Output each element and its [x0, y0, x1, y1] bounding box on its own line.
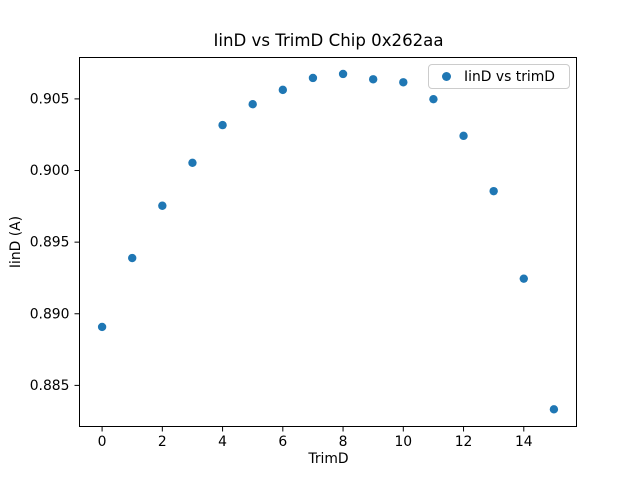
- y-tick-label: 0.890: [30, 306, 70, 322]
- x-tick-label: 2: [158, 434, 167, 450]
- data-point: [368, 75, 378, 84]
- data-point: [399, 78, 408, 87]
- axes-spines: [79, 57, 577, 427]
- x-tick-label: 4: [218, 434, 227, 450]
- legend-entry-label: IinD vs trimD: [464, 68, 555, 85]
- y-tick-label: 0.900: [30, 163, 70, 179]
- y-tick-label: 0.885: [30, 378, 70, 394]
- data-point: [97, 322, 107, 332]
- data-point: [489, 186, 498, 196]
- x-tick-label: 0: [98, 434, 107, 450]
- x-tick-label: 10: [394, 434, 412, 450]
- data-point: [188, 158, 197, 167]
- data-point: [248, 99, 257, 109]
- chart-title: IinD vs TrimD Chip 0x262aa: [213, 31, 444, 50]
- legend: IinD vs trimD: [428, 64, 570, 89]
- data-point: [549, 405, 559, 414]
- x-tick-label: 14: [515, 434, 533, 450]
- x-tick-label: 6: [278, 434, 287, 450]
- data-point: [278, 85, 288, 95]
- x-tick-label: 12: [455, 434, 473, 450]
- y-tick-label: 0.895: [30, 235, 70, 251]
- data-point: [459, 131, 468, 141]
- data-point: [519, 274, 528, 283]
- x-axis-label: TrimD: [308, 451, 349, 467]
- data-point: [429, 94, 438, 104]
- y-axis-label: IinD (A): [8, 215, 24, 269]
- y-tick-label: 0.905: [30, 91, 70, 107]
- data-point: [158, 201, 167, 210]
- data-point: [218, 120, 227, 130]
- data-point: [128, 253, 137, 263]
- data-point: [338, 69, 348, 79]
- legend-marker-icon: [442, 72, 451, 81]
- data-point: [308, 73, 318, 83]
- x-tick-label: 8: [339, 434, 348, 450]
